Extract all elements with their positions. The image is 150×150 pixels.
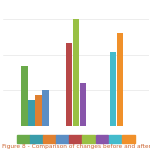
- Bar: [42, 90, 49, 126]
- Bar: [43, 135, 56, 143]
- Bar: [80, 83, 86, 126]
- Bar: [66, 43, 72, 126]
- Text: Figure 8 - Comparison of changes before and after To: Figure 8 - Comparison of changes before …: [2, 144, 150, 149]
- Bar: [56, 135, 69, 143]
- Bar: [17, 135, 30, 143]
- Bar: [28, 100, 35, 126]
- Bar: [35, 94, 42, 126]
- Bar: [30, 135, 43, 143]
- Bar: [122, 135, 135, 143]
- Bar: [109, 135, 122, 143]
- Bar: [82, 135, 95, 143]
- Bar: [110, 52, 116, 126]
- Bar: [117, 33, 123, 126]
- Bar: [96, 135, 108, 143]
- Bar: [69, 135, 82, 143]
- Bar: [73, 19, 79, 126]
- Bar: [21, 66, 28, 126]
